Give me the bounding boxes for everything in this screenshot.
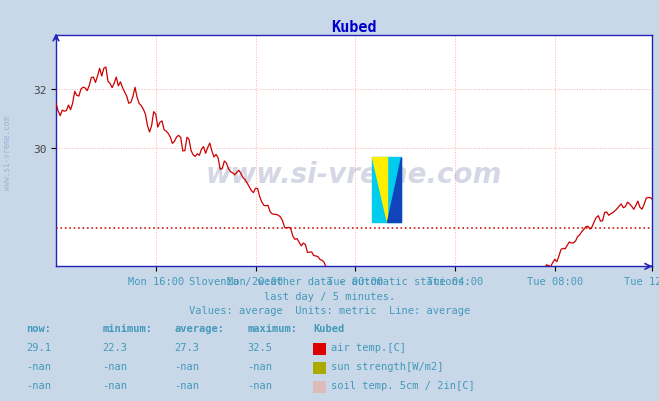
Text: now:: now: — [26, 323, 51, 333]
Text: www.si-vreme.com: www.si-vreme.com — [3, 115, 13, 189]
Text: -nan: -nan — [102, 400, 127, 401]
Text: -nan: -nan — [26, 400, 51, 401]
Text: -nan: -nan — [175, 381, 200, 391]
Text: -nan: -nan — [26, 361, 51, 371]
Text: -nan: -nan — [175, 400, 200, 401]
Text: 32.5: 32.5 — [247, 342, 272, 352]
Text: www.si-vreme.com: www.si-vreme.com — [206, 160, 502, 188]
Text: Values: average  Units: metric  Line: average: Values: average Units: metric Line: aver… — [189, 306, 470, 316]
Text: -nan: -nan — [26, 381, 51, 391]
Bar — [372, 157, 401, 222]
Text: maximum:: maximum: — [247, 323, 297, 333]
Polygon shape — [372, 157, 387, 222]
Text: soil temp. 10cm / 4in[C]: soil temp. 10cm / 4in[C] — [331, 400, 481, 401]
Title: Kubed: Kubed — [331, 20, 377, 35]
Text: soil temp. 5cm / 2in[C]: soil temp. 5cm / 2in[C] — [331, 381, 474, 391]
Text: -nan: -nan — [247, 361, 272, 371]
Text: 29.1: 29.1 — [26, 342, 51, 352]
Text: air temp.[C]: air temp.[C] — [331, 342, 406, 352]
Text: -nan: -nan — [102, 381, 127, 391]
Text: -nan: -nan — [102, 361, 127, 371]
Text: -nan: -nan — [175, 361, 200, 371]
Text: -nan: -nan — [247, 381, 272, 391]
Text: minimum:: minimum: — [102, 323, 152, 333]
Text: average:: average: — [175, 323, 225, 333]
Text: sun strength[W/m2]: sun strength[W/m2] — [331, 361, 444, 371]
Text: 22.3: 22.3 — [102, 342, 127, 352]
Text: Kubed: Kubed — [313, 323, 344, 333]
Text: Slovenia / weather data - automatic stations.: Slovenia / weather data - automatic stat… — [189, 277, 470, 287]
Polygon shape — [387, 157, 401, 222]
Text: -nan: -nan — [247, 400, 272, 401]
Text: 27.3: 27.3 — [175, 342, 200, 352]
Text: last day / 5 minutes.: last day / 5 minutes. — [264, 291, 395, 301]
